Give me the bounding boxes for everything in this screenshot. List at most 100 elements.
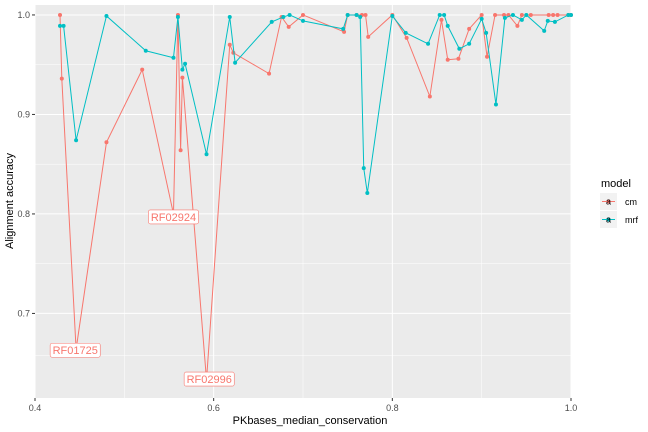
annotation-label: RF02924 xyxy=(148,209,199,225)
data-point-cm xyxy=(267,71,272,76)
data-point-mrf xyxy=(403,30,408,35)
data-point-cm xyxy=(467,26,472,31)
legend-key-glyph: a xyxy=(606,197,611,207)
y-tick-label: 0.9 xyxy=(17,109,30,119)
legend-key-point xyxy=(606,217,611,222)
data-point-mrf xyxy=(569,12,573,17)
legend-item-mrf: a mrf xyxy=(600,211,638,228)
data-point-cm xyxy=(301,12,305,17)
data-point-cm xyxy=(286,24,291,29)
data-point-mrf xyxy=(442,12,447,17)
data-point-mrf xyxy=(180,67,185,72)
series-mrf xyxy=(58,12,573,196)
data-point-mrf xyxy=(227,14,232,19)
data-point-mrf xyxy=(204,152,209,157)
x-tick-label: 1.0 xyxy=(565,403,578,413)
data-point-mrf xyxy=(281,14,286,19)
data-point-mrf xyxy=(479,16,484,21)
data-point-mrf xyxy=(445,23,450,28)
annotation-box xyxy=(148,209,199,225)
axes: 0.4 0.6 0.8 1.0 0.7 0.8 0.9 1.0 xyxy=(17,10,577,413)
data-point-mrf xyxy=(426,41,431,46)
data-point-mrf xyxy=(358,14,363,19)
data-point-mrf xyxy=(524,12,529,17)
data-point-mrf xyxy=(484,30,489,35)
y-tick-label: 0.7 xyxy=(17,308,30,318)
annotation-text: RF02996 xyxy=(187,374,232,386)
data-point-cm xyxy=(59,76,64,81)
annotations: RF02924 RF01725 RF02996 xyxy=(49,209,235,387)
data-point-cm xyxy=(178,148,183,153)
annotation-box xyxy=(183,371,235,387)
legend: model a cm a mrf xyxy=(600,178,638,228)
data-point-mrf xyxy=(552,19,557,24)
x-tick-label: 0.4 xyxy=(29,403,42,413)
data-point-mrf xyxy=(301,18,305,23)
data-point-mrf xyxy=(171,55,176,60)
data-point-mrf xyxy=(457,46,462,51)
data-point-cm xyxy=(546,12,551,17)
legend-key-glyph: a xyxy=(606,215,611,225)
data-point-cm xyxy=(366,34,371,39)
y-tick-label: 0.8 xyxy=(17,209,30,219)
data-point-cm xyxy=(515,23,520,28)
data-point-mrf xyxy=(510,12,515,17)
data-point-cm xyxy=(519,12,524,17)
y-axis-title: Alignment accuracy xyxy=(4,153,16,249)
data-point-mrf xyxy=(493,102,498,107)
data-point-mrf xyxy=(287,12,292,17)
legend-key-point xyxy=(606,199,611,204)
data-point-cm xyxy=(227,42,232,47)
data-point-mrf xyxy=(143,48,148,53)
data-point-mrf xyxy=(365,191,370,196)
data-point-cm xyxy=(439,17,444,22)
data-point-mrf xyxy=(183,61,188,66)
data-point-mrf xyxy=(58,23,63,28)
data-point-mrf xyxy=(104,13,109,18)
data-point-cm xyxy=(555,12,560,17)
annotation-label: RF01725 xyxy=(49,342,101,358)
annotation-text: RF02924 xyxy=(151,212,196,224)
data-point-cm xyxy=(493,12,498,17)
y-tick-label: 1.0 xyxy=(17,10,30,20)
data-point-cm xyxy=(445,57,450,62)
data-point-mrf xyxy=(361,166,366,171)
legend-label-mrf: mrf xyxy=(625,215,638,225)
data-point-mrf xyxy=(519,17,524,22)
data-point-mrf xyxy=(74,138,79,143)
data-point-mrf xyxy=(390,13,395,18)
data-point-cm xyxy=(104,140,109,145)
data-point-cm xyxy=(551,12,556,17)
data-point-mrf xyxy=(467,41,472,46)
legend-label-cm: cm xyxy=(625,197,637,207)
x-tick-label: 0.6 xyxy=(207,403,220,413)
data-point-cm xyxy=(427,94,432,99)
data-point-cm xyxy=(456,56,461,61)
data-point-cm xyxy=(58,12,63,17)
data-point-mrf xyxy=(341,26,346,31)
annotation-label: RF02996 xyxy=(183,371,235,387)
x-axis-title: PKbases_median_conservation xyxy=(233,415,388,427)
data-point-cm xyxy=(479,12,484,17)
data-point-mrf xyxy=(545,18,550,23)
data-point-mrf xyxy=(61,23,66,28)
data-point-cm xyxy=(404,35,409,40)
x-tick-label: 0.8 xyxy=(386,403,399,413)
annotation-box xyxy=(49,342,101,358)
data-point-mrf xyxy=(354,12,359,17)
data-point-cm xyxy=(140,67,145,72)
legend-item-cm: a cm xyxy=(600,193,637,210)
data-point-mrf xyxy=(269,19,274,24)
annotation-text: RF01725 xyxy=(53,345,98,357)
data-point-mrf xyxy=(502,15,507,20)
data-point-mrf xyxy=(233,60,238,65)
legend-title: model xyxy=(601,178,631,190)
data-point-cm xyxy=(485,54,490,59)
data-point-cm xyxy=(180,75,185,80)
data-point-mrf xyxy=(542,28,547,33)
data-point-cm xyxy=(528,12,533,17)
data-point-mrf xyxy=(437,12,442,17)
data-point-mrf xyxy=(175,14,180,19)
